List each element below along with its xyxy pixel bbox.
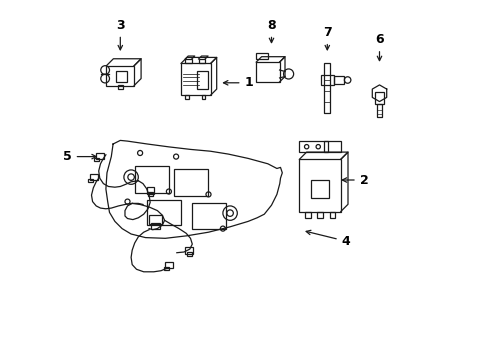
- Bar: [197, 71, 207, 89]
- Bar: [163, 267, 168, 270]
- Bar: [116, 71, 127, 81]
- Bar: [299, 159, 340, 211]
- Text: 2: 2: [342, 174, 367, 186]
- Bar: [149, 215, 162, 224]
- Bar: [185, 247, 193, 254]
- Bar: [376, 104, 382, 117]
- Text: 5: 5: [63, 150, 96, 163]
- Text: 3: 3: [116, 19, 124, 50]
- Text: 8: 8: [266, 19, 275, 42]
- Bar: [329, 211, 335, 218]
- Bar: [256, 62, 279, 82]
- Bar: [256, 53, 267, 58]
- Text: 1: 1: [223, 76, 253, 89]
- Bar: [198, 59, 204, 63]
- Bar: [317, 211, 322, 218]
- Bar: [148, 192, 153, 196]
- Bar: [147, 200, 181, 225]
- Text: 7: 7: [322, 26, 331, 50]
- Bar: [311, 180, 328, 198]
- Bar: [186, 252, 191, 256]
- Bar: [146, 187, 154, 194]
- Text: 6: 6: [374, 33, 383, 60]
- Bar: [333, 76, 344, 84]
- Bar: [174, 169, 208, 196]
- Bar: [185, 59, 191, 63]
- Bar: [192, 203, 226, 229]
- Bar: [304, 211, 310, 218]
- Bar: [374, 92, 383, 104]
- Bar: [185, 95, 188, 99]
- Bar: [324, 63, 330, 113]
- Bar: [88, 179, 93, 182]
- Bar: [299, 141, 328, 152]
- Bar: [96, 153, 103, 159]
- Bar: [106, 66, 134, 85]
- Bar: [94, 158, 99, 161]
- Bar: [202, 95, 204, 99]
- Bar: [181, 63, 210, 95]
- Text: 4: 4: [305, 230, 350, 248]
- Bar: [320, 75, 333, 85]
- Bar: [324, 141, 340, 152]
- Bar: [165, 262, 173, 268]
- Bar: [117, 85, 123, 89]
- Bar: [89, 174, 98, 180]
- Bar: [151, 223, 160, 229]
- Bar: [134, 166, 168, 193]
